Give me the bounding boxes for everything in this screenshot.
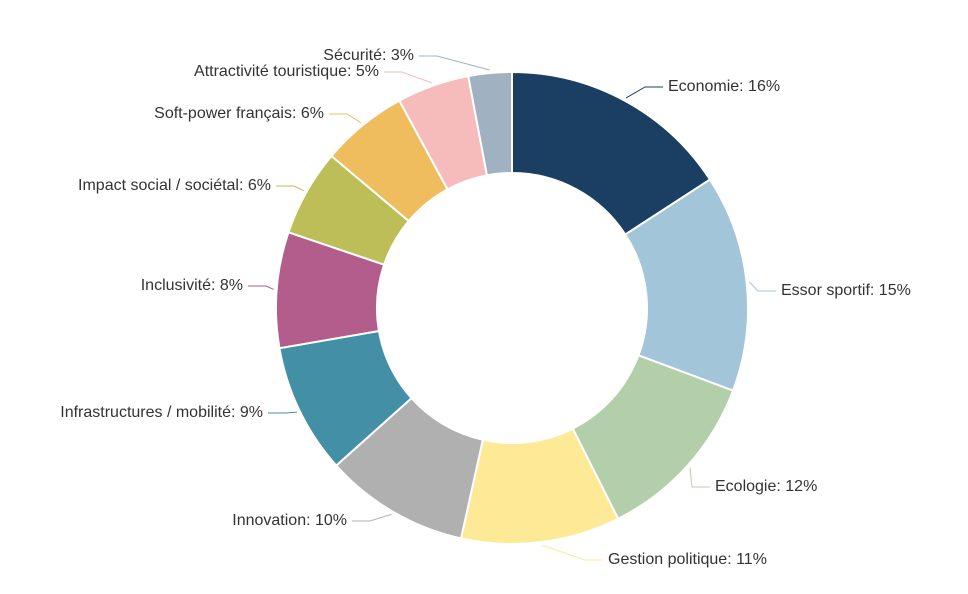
slice-label-infrastructures-mobilite: Infrastructures / mobilité: 9% (60, 404, 263, 421)
leader-line-economie (625, 86, 663, 99)
leader-line-impact-social-societal (276, 185, 305, 192)
leader-line-attractivite-touristique (384, 71, 432, 84)
slice-label-securite: Sécurité: 3% (323, 47, 414, 64)
slice-label-impact-social-societal: Impact social / sociétal: 6% (78, 177, 271, 194)
leader-line-securite (419, 55, 490, 71)
labels-layer: Economie: 16% Essor sportif: 15% Ecologie:… (60, 47, 911, 568)
slice-label-innovation: Innovation: 10% (232, 512, 347, 529)
leader-lines-layer (248, 55, 776, 561)
slice-securite[interactable] (467, 70, 513, 177)
leader-line-essor-sportif (749, 281, 776, 292)
slice-label-gestion-politique: Gestion politique: 11% (608, 551, 767, 568)
leader-line-soft-power-francais (329, 113, 362, 124)
leader-line-ecologie (689, 467, 710, 488)
leader-line-gestion-politique (541, 544, 603, 561)
slice-label-essor-sportif: Essor sportif: 15% (781, 282, 911, 299)
slice-label-economie: Economie: 16% (668, 78, 780, 95)
leader-line-inclusivite (248, 285, 274, 290)
leader-line-innovation (352, 513, 392, 522)
slice-economie[interactable] (511, 70, 712, 236)
slice-label-ecologie: Ecologie: 12% (715, 478, 817, 495)
slices-layer (275, 70, 749, 545)
slice-label-inclusivite: Inclusivité: 8% (141, 277, 243, 294)
slice-label-soft-power-francais: Soft-power français: 6% (154, 105, 324, 122)
slice-label-attractivite-touristique: Attractivité touristique: 5% (194, 63, 379, 80)
leader-line-infrastructures-mobilite (268, 411, 297, 414)
